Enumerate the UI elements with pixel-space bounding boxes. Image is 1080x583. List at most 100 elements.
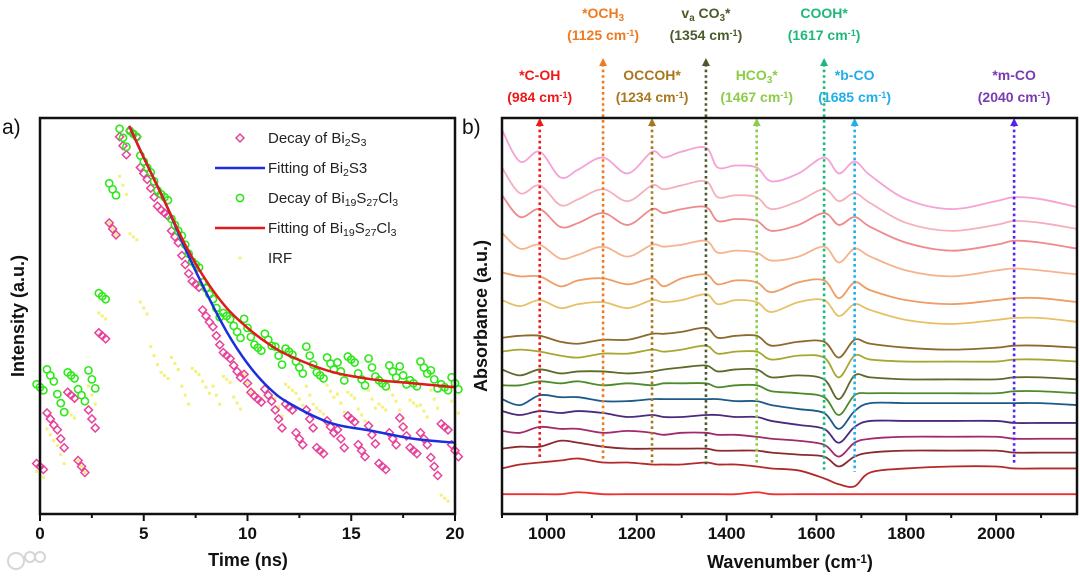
spectrum-line-13: [501, 425, 1077, 458]
data-point: [425, 452, 436, 463]
data-point: [370, 397, 374, 401]
data-point: [163, 373, 166, 377]
data-point: [429, 388, 433, 392]
data-point: [318, 448, 329, 459]
text-part: *b-CO: [835, 67, 875, 83]
data-point: [142, 174, 153, 185]
x-tick-label: 1600: [798, 524, 836, 543]
data-point: [115, 124, 124, 134]
data-point: [415, 427, 426, 438]
data-point: [443, 496, 447, 500]
text-part: *: [725, 5, 731, 21]
data-point: [319, 373, 328, 383]
panel-b-frame: [500, 116, 1079, 516]
text-part: -1: [676, 90, 684, 100]
data-point: [450, 399, 454, 403]
text-part: *C-OH: [519, 67, 560, 83]
data-point: [384, 408, 388, 412]
data-point: [52, 424, 63, 435]
data-point: [395, 361, 405, 371]
data-point: [236, 333, 245, 343]
data-point: [367, 388, 371, 392]
annotation-wavenumber: (1617 cm-1): [788, 27, 861, 43]
text-part: OCCOH*: [623, 67, 681, 83]
annotation-wavenumber: (1125 cm-1): [567, 27, 639, 43]
data-point: [87, 374, 97, 384]
annotation-va-co3: va CO3*(1354 cm-1): [670, 5, 742, 465]
panel-a-x-ticks: 0 5 10 15 20: [35, 514, 464, 543]
x-tick-label: 0: [35, 524, 44, 543]
data-point: [290, 427, 302, 438]
data-point: [104, 217, 115, 228]
text-part: 2: [345, 137, 351, 149]
data-point: [391, 373, 401, 382]
data-point: [76, 461, 87, 472]
data-point: [349, 393, 353, 397]
data-point: [353, 396, 357, 400]
data-point: [301, 404, 312, 416]
data-point: [360, 413, 364, 417]
text-part: Decay of Bi: [268, 190, 345, 207]
data-point: [197, 372, 201, 376]
data-point: [45, 427, 49, 431]
data-point: [425, 415, 429, 419]
data-point: [93, 402, 97, 406]
text-part: S: [355, 220, 365, 237]
data-point: [284, 382, 288, 386]
series-fitting-of-bi19s27cl3: [128, 125, 456, 389]
data-point: [391, 439, 402, 450]
data-point: [197, 304, 208, 316]
data-point: [97, 311, 101, 315]
annotation-cooh: COOH* (1617 cm-1): [788, 5, 861, 472]
data-point: [79, 467, 90, 478]
data-point: [110, 229, 122, 240]
data-point: [446, 499, 450, 503]
data-point: [111, 227, 115, 231]
text-part: S3: [349, 160, 367, 177]
data-point: [356, 407, 360, 411]
data-point: [118, 174, 122, 178]
data-point: [121, 149, 132, 160]
data-point: [83, 404, 94, 416]
data-point: [76, 458, 80, 462]
spectrum-line-3: [501, 194, 1078, 252]
data-point: [422, 439, 433, 450]
text-part: *: [772, 67, 778, 83]
spectrum-line-14: [501, 439, 1077, 468]
data-point: [297, 397, 301, 401]
text-part: 3: [720, 13, 726, 24]
annotation-species: HCO3*: [736, 67, 779, 86]
data-point: [211, 384, 215, 388]
data-point: [159, 370, 163, 374]
text-part: 3: [361, 137, 367, 149]
data-point: [267, 341, 277, 351]
panel-a-x-axis-label: Time (ns): [208, 550, 288, 570]
legend-label: Fitting of Bi2S3: [268, 160, 367, 179]
data-point: [173, 362, 177, 366]
data-point: [353, 439, 364, 450]
data-point: [356, 445, 367, 456]
data-point: [190, 366, 194, 370]
text-part: IRF: [268, 250, 292, 267]
data-point: [48, 433, 52, 437]
data-point: [83, 470, 87, 474]
legend-item: Fitting of Bi19S27Cl3: [215, 220, 397, 239]
data-point: [239, 314, 249, 324]
annotation-c-oh: *C-OH (984 cm-1): [507, 67, 572, 460]
data-point: [246, 332, 256, 342]
annotation-species: *OCH3: [582, 5, 625, 24]
data-point: [304, 384, 308, 388]
data-point: [349, 416, 360, 428]
data-point: [145, 312, 149, 316]
data-point: [398, 370, 408, 380]
data-point: [194, 369, 198, 373]
text-part: (1467 cm: [720, 89, 780, 105]
text-part: 3: [392, 197, 398, 209]
data-point: [235, 401, 239, 405]
text-part: 27: [365, 227, 377, 239]
arrowhead-icon: [599, 58, 608, 66]
text-part: Cl: [376, 220, 390, 237]
data-point: [228, 380, 232, 384]
panel-a-plot-area: [31, 124, 464, 503]
